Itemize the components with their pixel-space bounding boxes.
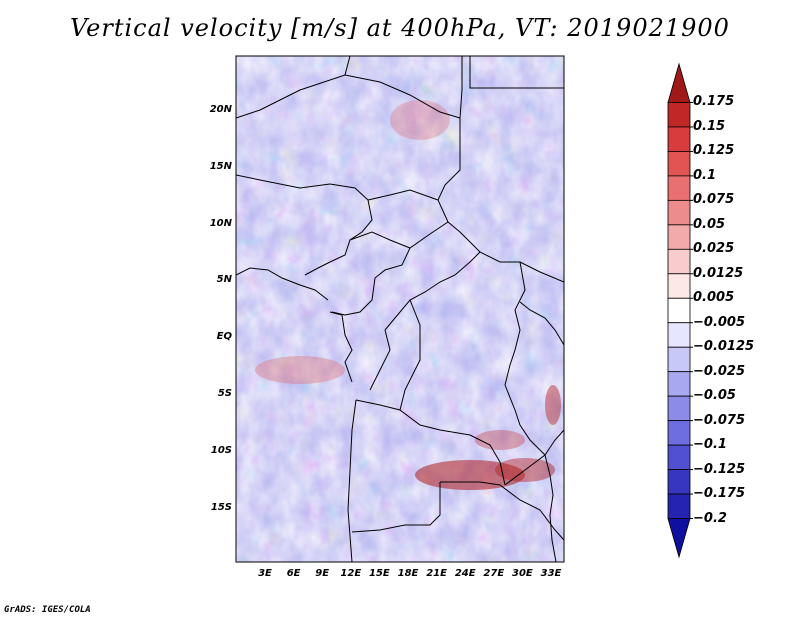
colorbar-swatch [667,62,691,103]
colorbar-swatch [667,395,691,422]
lon-tick-label: 3E [258,568,272,579]
colorbar-swatch [667,420,691,446]
lat-tick-label: 5N [216,274,232,286]
colorbar-level-label: 0.05 [693,216,726,232]
lon-tick-label: 30E [512,568,533,579]
colorbar-level-label: −0.025 [693,363,746,379]
colorbar-swatch [667,493,691,519]
colorbar-swatch [667,224,691,250]
colorbar-swatch [667,469,691,495]
colorbar-swatch [667,273,691,299]
colorbar-swatch [667,346,691,373]
colorbar-swatch [667,175,691,201]
lon-tick-label: 21E [426,568,447,579]
map-panel [235,55,565,563]
lon-tick-label: 12E [340,568,362,579]
colorbar-level-label: −0.175 [693,486,746,502]
colorbar-swatch [667,322,691,348]
colorbar-level-label: 0.125 [693,143,735,159]
lon-tick-label: 18E [397,568,419,579]
colorbar-swatch [667,102,691,128]
lat-tick-label: 20N [209,104,232,115]
lat-tick-label: 5S [217,388,232,399]
colorbar-swatch [667,444,691,470]
colorbar-level-label: −0.075 [693,412,746,428]
colorbar-swatch [667,199,691,226]
colorbar [667,62,693,559]
colorbar-level-label: −0.125 [693,461,746,477]
colorbar-level-label: 0.075 [693,192,735,208]
lon-tick-label: 33E [540,568,562,579]
lat-tick-label: 15S [210,501,232,513]
colorbar-level-label: 0.005 [693,290,735,306]
map-frame [235,55,565,563]
plot-title: Vertical velocity [m/s] at 400hPa, VT: 2… [70,14,730,42]
lon-tick-label: 15E [369,568,390,579]
colorbar-level-label: −0.1 [693,437,727,453]
lat-tick-label: 10N [209,217,232,229]
lon-tick-label: 24E [454,568,476,579]
colorbar-swatch [667,297,691,324]
colorbar-level-label: −0.005 [693,314,746,330]
colorbar-swatch [667,126,691,152]
colorbar-swatch [667,248,691,275]
colorbar-swatch [667,371,691,397]
lon-tick-label: 27E [483,568,505,579]
credit-text: GrADS: IGES/COLA [4,605,91,615]
lat-tick-label: 15N [209,160,232,172]
country-borders [236,56,564,562]
lat-tick-label: 10S [210,444,232,456]
lat-tick-label: EQ [216,331,232,343]
colorbar-level-label: 0.175 [693,94,735,110]
colorbar-level-label: 0.025 [693,241,735,257]
colorbar-level-label: −0.2 [693,510,727,526]
colorbar-swatch [667,518,691,559]
colorbar-level-label: −0.0125 [693,339,755,355]
colorbar-level-label: −0.05 [693,388,736,404]
colorbar-level-label: 0.0125 [693,265,744,281]
lon-tick-label: 9E [315,568,330,579]
lon-tick-label: 6E [286,568,301,579]
colorbar-swatch [667,151,691,177]
colorbar-level-label: 0.1 [693,167,717,183]
colorbar-level-label: 0.15 [693,118,726,134]
